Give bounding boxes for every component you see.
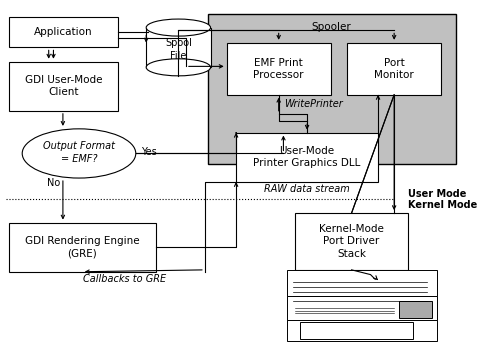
Ellipse shape xyxy=(22,129,136,178)
Text: Spool
File: Spool File xyxy=(165,38,192,61)
Text: Kernel-Mode
Port Driver
Stack: Kernel-Mode Port Driver Stack xyxy=(319,224,384,259)
FancyBboxPatch shape xyxy=(9,62,118,111)
FancyBboxPatch shape xyxy=(236,132,378,182)
Text: No: No xyxy=(47,178,60,188)
Text: Port
Monitor: Port Monitor xyxy=(374,58,414,80)
FancyBboxPatch shape xyxy=(287,320,437,341)
Text: Yes: Yes xyxy=(142,146,157,156)
FancyBboxPatch shape xyxy=(146,28,210,67)
FancyBboxPatch shape xyxy=(9,223,156,272)
FancyBboxPatch shape xyxy=(347,43,442,95)
FancyBboxPatch shape xyxy=(226,43,331,95)
FancyBboxPatch shape xyxy=(300,322,413,339)
Text: = EMF?: = EMF? xyxy=(61,154,97,164)
Text: Callbacks to GRE: Callbacks to GRE xyxy=(83,274,166,284)
Text: Application: Application xyxy=(34,27,93,37)
Text: GDI Rendering Engine
(GRE): GDI Rendering Engine (GRE) xyxy=(25,236,140,258)
Text: User Mode: User Mode xyxy=(408,189,467,199)
Text: User-Mode
Printer Graphics DLL: User-Mode Printer Graphics DLL xyxy=(253,146,361,168)
FancyBboxPatch shape xyxy=(287,296,437,320)
Ellipse shape xyxy=(146,59,210,76)
Text: Output Format: Output Format xyxy=(43,141,115,151)
FancyBboxPatch shape xyxy=(287,270,437,296)
FancyBboxPatch shape xyxy=(399,301,432,318)
FancyBboxPatch shape xyxy=(295,213,408,270)
Text: RAW data stream: RAW data stream xyxy=(264,184,350,194)
Text: EMF Print
Processor: EMF Print Processor xyxy=(253,58,304,80)
Polygon shape xyxy=(290,273,432,298)
Text: Kernel Mode: Kernel Mode xyxy=(408,200,478,211)
Text: WritePrinter: WritePrinter xyxy=(285,99,343,109)
Text: GDI User-Mode
Client: GDI User-Mode Client xyxy=(24,75,102,97)
Text: Spooler: Spooler xyxy=(312,21,351,32)
FancyBboxPatch shape xyxy=(9,17,118,48)
FancyBboxPatch shape xyxy=(208,14,456,164)
Ellipse shape xyxy=(146,19,210,36)
